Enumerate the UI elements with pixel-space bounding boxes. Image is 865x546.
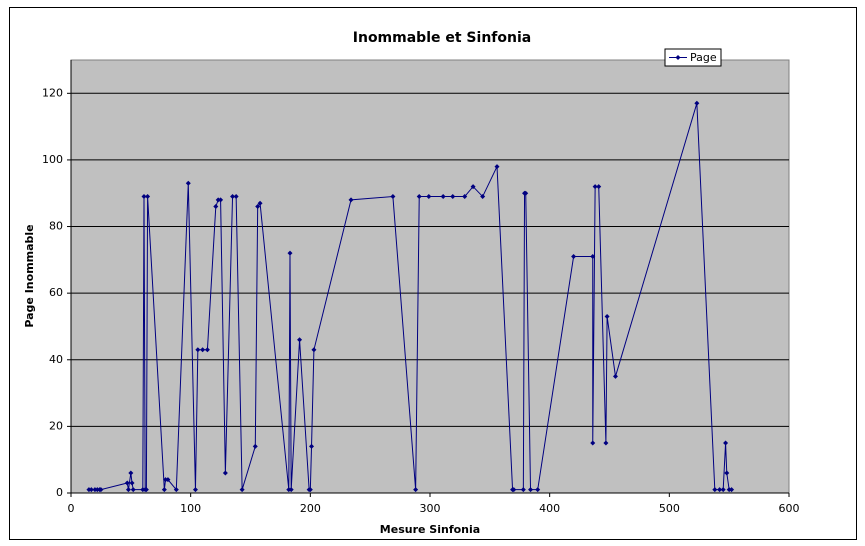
data-point — [604, 313, 610, 319]
x-tick-label: 400 — [539, 502, 560, 515]
data-point — [494, 164, 500, 170]
legend-label: Page — [690, 51, 717, 64]
data-point — [257, 200, 263, 206]
x-axis-label: Mesure Sinfonia — [380, 523, 480, 536]
data-point — [462, 194, 468, 200]
x-tick-label: 600 — [779, 502, 800, 515]
data-point — [523, 190, 529, 196]
data-point — [520, 487, 526, 493]
data-point — [416, 194, 422, 200]
data-point — [165, 477, 171, 483]
data-point — [192, 487, 198, 493]
data-point — [712, 487, 718, 493]
data-point — [230, 194, 236, 200]
data-point — [307, 487, 313, 493]
data-point — [141, 194, 147, 200]
data-point — [309, 443, 315, 449]
y-axis-label: Page Inommable — [23, 224, 36, 327]
data-point — [426, 194, 432, 200]
y-tick-label: 40 — [49, 353, 63, 366]
data-point — [535, 487, 541, 493]
chart-title: Inommable et Sinfonia — [353, 30, 531, 46]
data-point — [694, 100, 700, 106]
data-point — [130, 487, 136, 493]
data-point — [239, 487, 245, 493]
data-point — [222, 470, 228, 476]
data-point — [511, 487, 517, 493]
data-point — [297, 337, 303, 343]
data-point — [603, 440, 609, 446]
data-point — [125, 487, 131, 493]
data-point — [128, 470, 134, 476]
data-point — [288, 487, 294, 493]
data-point — [413, 487, 419, 493]
data-point — [592, 184, 598, 190]
y-tick-label: 100 — [42, 153, 63, 166]
data-point — [470, 184, 476, 190]
data-point — [185, 180, 191, 186]
x-tick-label: 200 — [300, 502, 321, 515]
data-point — [173, 487, 179, 493]
data-point — [233, 194, 239, 200]
data-point — [450, 194, 456, 200]
x-tick-label: 0 — [68, 502, 75, 515]
data-point — [729, 487, 735, 493]
y-tick-label: 0 — [56, 486, 63, 499]
data-point — [528, 487, 534, 493]
data-point — [129, 480, 135, 486]
data-point — [204, 347, 210, 353]
data-point — [287, 250, 293, 256]
data-point — [590, 254, 596, 260]
y-tick-label: 80 — [49, 220, 63, 233]
data-point — [390, 194, 396, 200]
data-point — [88, 487, 94, 493]
data-point — [724, 470, 730, 476]
data-point — [218, 197, 224, 203]
data-point — [571, 254, 577, 260]
data-point — [596, 184, 602, 190]
data-point — [98, 487, 104, 493]
x-tick-label: 300 — [420, 502, 441, 515]
x-tick-label: 100 — [180, 502, 201, 515]
data-point — [348, 197, 354, 203]
data-point — [440, 194, 446, 200]
y-tick-label: 120 — [42, 86, 63, 99]
data-point — [612, 373, 618, 379]
legend-box — [664, 48, 722, 67]
data-point — [161, 487, 167, 493]
data-point — [720, 487, 726, 493]
data-point — [717, 487, 723, 493]
data-point — [723, 440, 729, 446]
data-point — [195, 347, 201, 353]
data-point — [143, 487, 149, 493]
data-point — [590, 440, 596, 446]
data-point — [145, 194, 151, 200]
data-point — [252, 443, 258, 449]
data-point — [213, 204, 219, 210]
data-point — [124, 480, 130, 486]
y-tick-label: 60 — [49, 286, 63, 299]
data-point — [255, 204, 261, 210]
x-tick-label: 500 — [659, 502, 680, 515]
y-tick-label: 20 — [49, 419, 63, 432]
data-point — [200, 347, 206, 353]
legend-marker — [675, 55, 681, 60]
data-point — [480, 194, 486, 200]
data-point — [311, 347, 317, 353]
